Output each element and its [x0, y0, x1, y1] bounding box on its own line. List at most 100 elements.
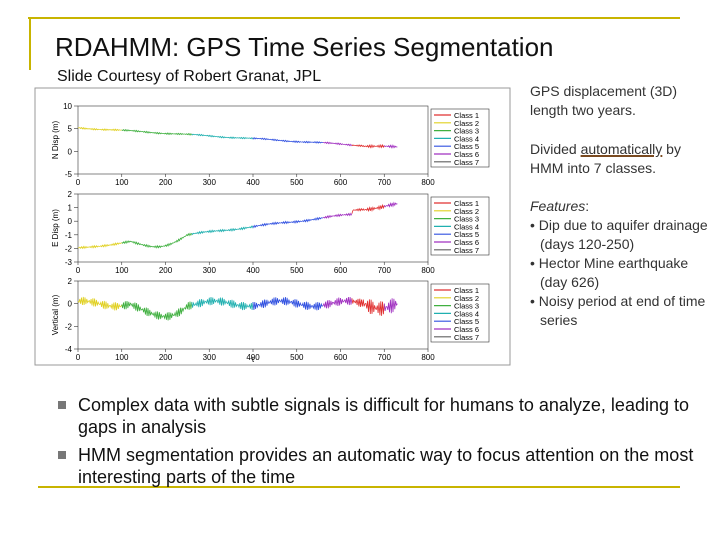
- legend-label: Class 2: [454, 294, 479, 303]
- x-tick-label: 700: [378, 353, 392, 362]
- legend-label: Class 6: [454, 238, 479, 247]
- x-tick-label: 100: [115, 353, 129, 362]
- y-axis-label: E Disp (m): [51, 209, 60, 247]
- trace: [383, 144, 398, 149]
- features: Features: • Dip due to aquifer drainage …: [530, 197, 710, 330]
- x-tick-label: 700: [378, 178, 392, 187]
- trace: [121, 232, 193, 249]
- y-tick-label: 10: [63, 102, 72, 111]
- y-tick-label: -2: [65, 244, 73, 253]
- x-tick-label: 0: [76, 266, 81, 275]
- y-tick-label: 5: [68, 125, 73, 134]
- y-tick-label: -3: [65, 258, 73, 267]
- x-tick-label: 300: [203, 178, 217, 187]
- legend-label: Class 2: [454, 119, 479, 128]
- text: :: [585, 198, 590, 214]
- trace: [121, 128, 193, 136]
- y-tick-label: -2: [65, 322, 73, 331]
- trace: [121, 301, 193, 321]
- x-tick-label: 200: [159, 178, 173, 187]
- bullet: HMM segmentation provides an automatic w…: [58, 444, 698, 488]
- bullet-dot: •: [530, 217, 539, 233]
- y-tick-label: 1: [68, 204, 73, 213]
- trace: [383, 201, 398, 208]
- trace: [351, 298, 385, 316]
- x-tick-label: 800: [421, 266, 435, 275]
- text: Divided: [530, 141, 581, 157]
- x-tick-label: 0: [76, 178, 81, 187]
- legend-label: Class 3: [454, 302, 479, 311]
- trace: [322, 212, 353, 219]
- legend-label: Class 7: [454, 333, 479, 342]
- bullet-text: Complex data with subtle signals is diff…: [78, 395, 689, 437]
- legend-label: Class 1: [454, 286, 479, 295]
- title: RDAHMM: GPS Time Series Segmentation: [55, 32, 554, 62]
- y-tick-label: -1: [65, 231, 73, 240]
- legend-label: Class 5: [454, 142, 479, 151]
- x-tick-label: 400: [246, 266, 260, 275]
- trace: [351, 143, 385, 149]
- legend-label: Class 5: [454, 317, 479, 326]
- trace: [191, 296, 254, 311]
- feature-item: • Hector Mine earthquake (day 626): [530, 254, 710, 292]
- trace: [77, 242, 123, 250]
- x-tick-label: 800: [421, 178, 435, 187]
- text: Features: [530, 198, 586, 214]
- side-p2: Divided automatically by HMM into 7 clas…: [530, 140, 710, 178]
- legend-label: Class 7: [454, 246, 479, 255]
- x-tick-label: 300: [203, 353, 217, 362]
- y-tick-label: -5: [65, 170, 73, 179]
- bullet-text: HMM segmentation provides an automatic w…: [78, 445, 694, 487]
- legend-label: Class 6: [454, 150, 479, 159]
- features-heading: Features:: [530, 197, 710, 216]
- trace: [77, 126, 122, 132]
- legend-label: Class 4: [454, 309, 479, 318]
- feature-list: • Dip due to aquifer drainage (days 120-…: [530, 216, 710, 330]
- y-tick-label: 0: [68, 217, 73, 226]
- trace: [252, 136, 323, 144]
- legend-label: Class 7: [454, 158, 479, 167]
- x-tick-label: 500: [290, 266, 304, 275]
- bullet-dot: •: [530, 293, 539, 309]
- x-tick-label: 100: [115, 266, 129, 275]
- feature-item: • Dip due to aquifer drainage (days 120-…: [530, 216, 710, 254]
- legend-label: Class 1: [454, 199, 479, 208]
- feature-text: Hector Mine earthquake (day 626): [538, 255, 689, 290]
- feature-item: • Noisy period at end of time series: [530, 292, 710, 330]
- trace: [252, 216, 324, 229]
- x-tick-label: 500: [290, 178, 304, 187]
- legend-label: Class 6: [454, 325, 479, 334]
- trace: [322, 296, 353, 309]
- x-tick-label: 200: [159, 266, 173, 275]
- x-tick-label: 200: [159, 353, 173, 362]
- legend-label: Class 3: [454, 215, 479, 224]
- y-tick-label: 0: [68, 300, 73, 309]
- y-tick-label: -4: [65, 345, 73, 354]
- feature-text: Noisy period at end of time series: [538, 293, 706, 328]
- x-tick-label: 400: [246, 353, 260, 362]
- bullet: Complex data with subtle signals is diff…: [58, 394, 698, 438]
- y-axis-label: Vertical (m): [51, 294, 60, 335]
- trace: [191, 225, 254, 236]
- x-tick-label: 500: [290, 353, 304, 362]
- trace: [383, 298, 398, 314]
- bullet-dot: •: [530, 255, 539, 271]
- legend-label: Class 3: [454, 127, 479, 136]
- legend-label: Class 4: [454, 222, 479, 231]
- bullet-marker: [58, 451, 66, 459]
- trace: [322, 141, 353, 147]
- y-tick-label: 2: [68, 190, 73, 199]
- feature-text: Dip due to aquifer drainage (days 120-25…: [538, 217, 708, 252]
- side-p1: GPS displacement (3D) length two years.: [530, 83, 678, 118]
- x-tick-label: 100: [115, 178, 129, 187]
- x-tick-label: 800: [421, 353, 435, 362]
- x-tick-label: 0: [76, 353, 81, 362]
- legend-label: Class 5: [454, 230, 479, 239]
- trace: [351, 203, 385, 214]
- x-tick-label: 300: [203, 266, 217, 275]
- y-tick-label: 0: [68, 147, 73, 156]
- x-axis-label: t: [252, 355, 255, 364]
- emphasis: automatically: [580, 141, 663, 157]
